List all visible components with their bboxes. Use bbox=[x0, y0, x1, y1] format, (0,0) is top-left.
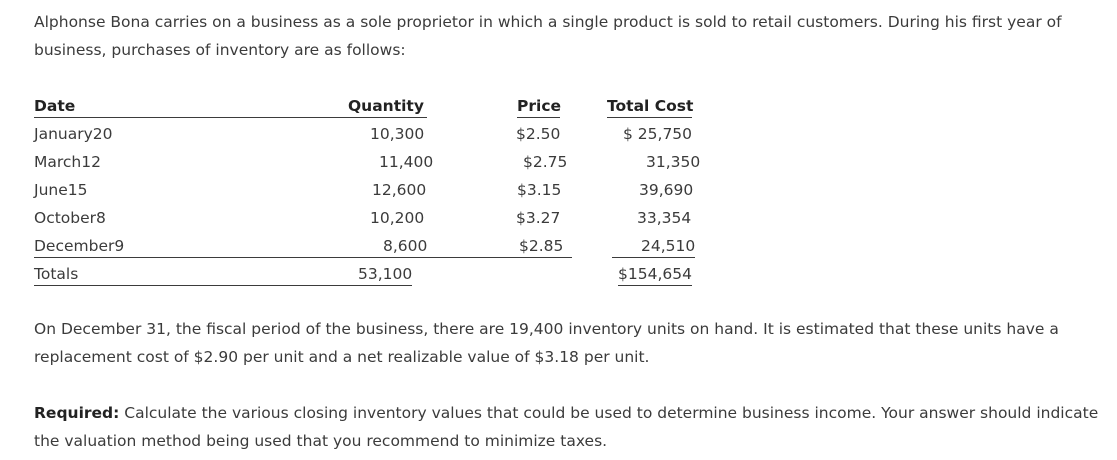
row-price: $2.85 bbox=[519, 237, 564, 255]
header-quantity: Quantity bbox=[348, 97, 424, 115]
row-date: January20 bbox=[34, 125, 113, 143]
row-price: $3.15 bbox=[517, 181, 562, 199]
row-date: June15 bbox=[34, 181, 88, 199]
row-quantity: 11,400 bbox=[379, 153, 434, 171]
totals-label: Totals bbox=[34, 265, 79, 283]
row-quantity: 8,600 bbox=[383, 237, 428, 255]
row-date: October8 bbox=[34, 209, 106, 227]
row-quantity: 10,300 bbox=[370, 125, 425, 143]
row-date: March12 bbox=[34, 153, 101, 171]
row-total-cost: 24,510 bbox=[641, 237, 696, 255]
row-quantity: 12,600 bbox=[372, 181, 427, 199]
subtotal-rule-left bbox=[34, 257, 572, 258]
subtotal-rule-total bbox=[612, 257, 695, 258]
required-label: Required: bbox=[34, 404, 120, 422]
header-rule-total bbox=[607, 117, 692, 118]
totals-total-cost: $154,654 bbox=[618, 265, 692, 283]
header-total-cost: Total Cost bbox=[607, 97, 694, 115]
header-date: Date bbox=[34, 97, 76, 115]
row-price: $2.75 bbox=[523, 153, 568, 171]
purchases-table: Date Quantity Price Total Cost January20… bbox=[0, 93, 1117, 293]
required-paragraph: Required: Calculate the various closing … bbox=[34, 399, 1104, 455]
row-price: $3.27 bbox=[516, 209, 561, 227]
row-price: $2.50 bbox=[516, 125, 561, 143]
totals-rule-left bbox=[34, 285, 412, 286]
header-rule-left bbox=[34, 117, 427, 118]
totals-rule-total bbox=[618, 285, 692, 286]
row-total-cost: 33,354 bbox=[637, 209, 692, 227]
totals-quantity: 53,100 bbox=[358, 265, 413, 283]
row-quantity: 10,200 bbox=[370, 209, 425, 227]
row-total-cost: 39,690 bbox=[639, 181, 694, 199]
intro-paragraph: Alphonse Bona carries on a business as a… bbox=[34, 13, 1062, 59]
required-text: Calculate the various closing inventory … bbox=[34, 404, 1099, 450]
row-date: December9 bbox=[34, 237, 125, 255]
inventory-paragraph: On December 31, the fiscal period of the… bbox=[34, 320, 1059, 366]
row-total-cost: 31,350 bbox=[646, 153, 701, 171]
row-total-cost: $ 25,750 bbox=[623, 125, 693, 143]
header-rule-price bbox=[517, 117, 560, 118]
header-price: Price bbox=[517, 97, 562, 115]
